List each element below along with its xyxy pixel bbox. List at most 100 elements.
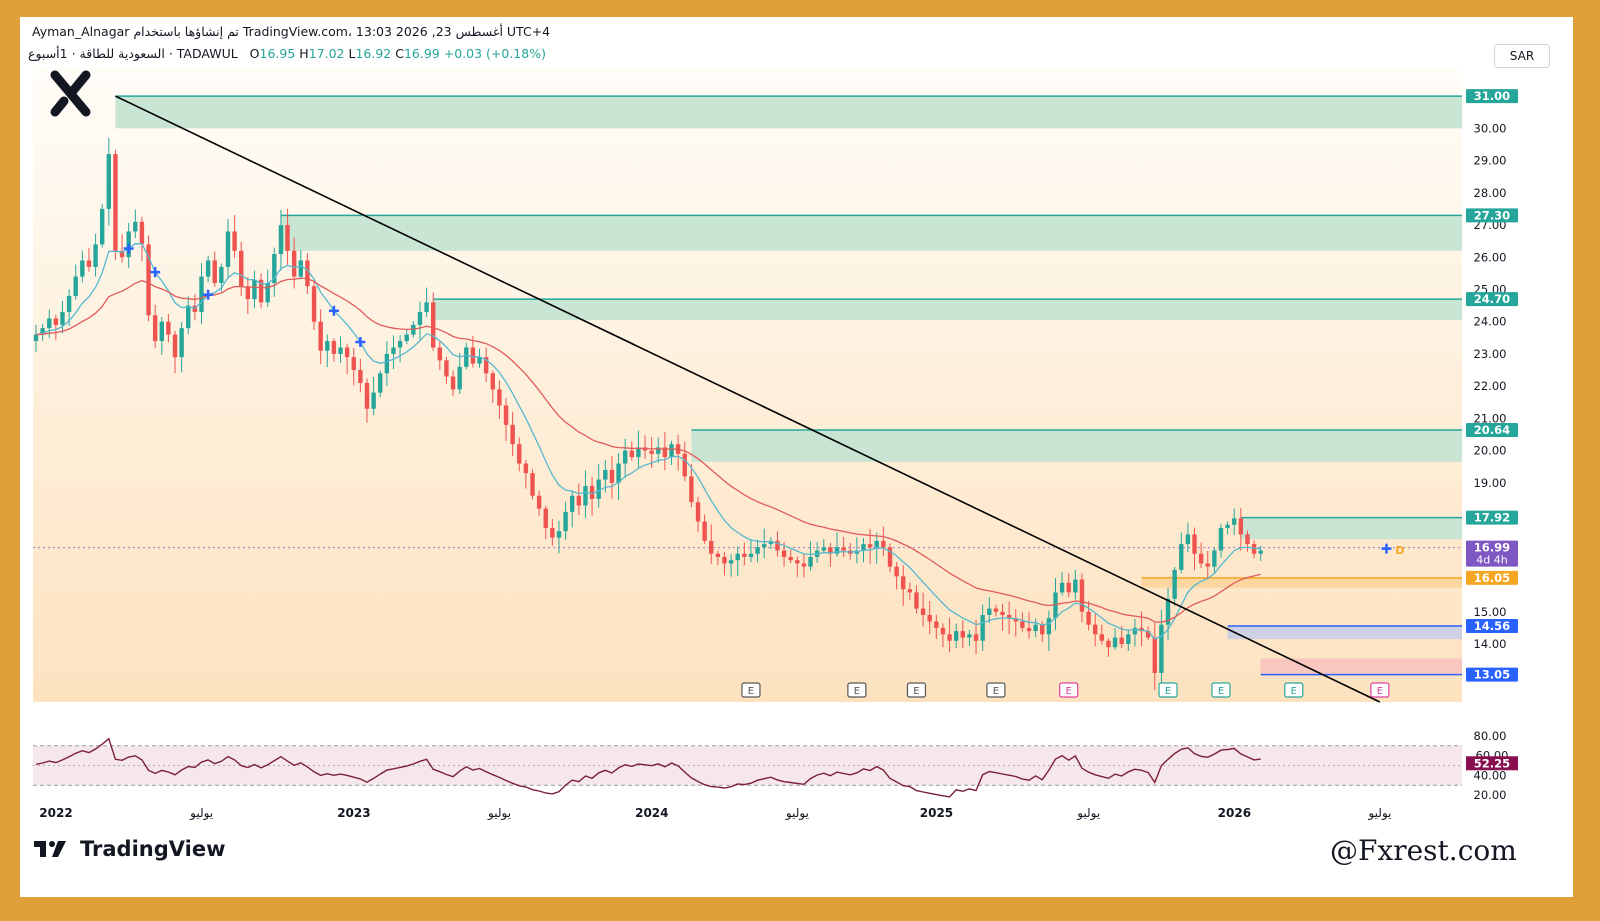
candle-body [152, 315, 158, 342]
change-value: +0.03 (+0.18%) [443, 46, 546, 61]
candle-body [927, 614, 932, 622]
price-label: 13.05 [1474, 668, 1510, 682]
earnings-marker-label: E [1218, 686, 1224, 697]
candle-body [450, 376, 456, 390]
candle-body [483, 357, 489, 374]
candle-body [245, 286, 251, 300]
candle-body [318, 321, 323, 351]
price-axis-tick: 26.00 [1474, 250, 1507, 264]
candle-body [841, 547, 846, 551]
candle-body [338, 347, 343, 354]
ohlc-values: O16.95 H17.02 L16.92 C16.99 +0.03 (+0.18… [249, 46, 546, 61]
price-label-box [1466, 540, 1518, 567]
candle-body [828, 547, 833, 554]
price-axis-tick: 24.00 [1474, 315, 1507, 329]
candle-body [722, 556, 727, 564]
candle-body [199, 276, 204, 313]
price-label: 27.30 [1474, 208, 1510, 222]
currency-button[interactable]: SAR [1494, 44, 1550, 68]
candle-body [960, 631, 965, 638]
candle-body [371, 392, 376, 409]
candle-body [1046, 618, 1052, 635]
candle-body [748, 553, 754, 557]
candle-body [1000, 611, 1005, 615]
candle-body [669, 444, 674, 458]
earnings-marker-label: E [1291, 686, 1297, 697]
candle-body [1232, 518, 1237, 525]
candle-body [119, 250, 125, 258]
buy-signal-icon [328, 305, 339, 316]
candle-body [834, 547, 840, 554]
candle-body [967, 634, 972, 638]
candle-body [33, 334, 39, 342]
candle-body [894, 566, 899, 577]
price-label-box [1466, 89, 1518, 104]
candle-body [987, 608, 992, 615]
candle-body [649, 450, 654, 454]
orange-zone [1141, 577, 1462, 588]
candle-body [636, 447, 641, 458]
candle-body [1099, 634, 1105, 641]
candle-body [285, 225, 290, 251]
candle-body [980, 614, 985, 641]
candle-body [682, 453, 687, 477]
symbol-name[interactable]: السعودية للطاقة · 1أسبوع · TADAWUL [28, 46, 238, 61]
candle-body [596, 479, 601, 499]
price-axis-tick: 30.00 [1474, 121, 1507, 135]
candle-body [139, 221, 145, 245]
candle-body [543, 508, 548, 528]
price-label-box [1466, 618, 1518, 633]
candle-body [146, 244, 151, 316]
candle-body [1185, 534, 1191, 545]
candle-body [106, 154, 112, 209]
price-axis-tick: 19.00 [1474, 476, 1507, 490]
symbol-ohlc-line: السعودية للطاقة · 1أسبوع · TADAWUL O16.9… [28, 46, 546, 61]
candle-body [1066, 582, 1071, 593]
ema-slow-line [35, 277, 1261, 623]
rsi-axis-tick: 40.00 [1474, 768, 1507, 782]
time-axis-label: يوليو [1076, 806, 1100, 821]
earnings-marker-label: E [993, 686, 999, 697]
candle-body [1020, 621, 1025, 628]
high-value: 17.02 [308, 46, 345, 61]
earnings-marker-label: E [854, 686, 860, 697]
earnings-icon [986, 682, 1006, 698]
close-value: 16.99 [403, 46, 440, 61]
candle-body [728, 560, 734, 564]
candle-body [1073, 579, 1078, 593]
candle-body [1093, 624, 1098, 635]
candle-body [755, 547, 760, 554]
candle-body [417, 312, 423, 325]
candle-body [576, 495, 582, 506]
candle-body [66, 295, 72, 313]
candle-body [80, 260, 85, 277]
candle-body [973, 634, 979, 641]
candle-body [470, 347, 476, 364]
tradingview-brand[interactable]: TradingView [34, 837, 225, 861]
candle-body [934, 621, 939, 628]
candle-body [331, 341, 337, 354]
candle-body [609, 469, 615, 483]
tradingview-logo-icon [34, 841, 66, 857]
candle-body [530, 473, 535, 496]
price-axis-tick: 29.00 [1474, 154, 1507, 168]
candle-body [953, 631, 959, 641]
candle-body [100, 208, 105, 245]
candle-body [457, 366, 462, 390]
candle-body [477, 357, 482, 364]
candle-body [1132, 627, 1138, 635]
brand-name: TradingView [80, 837, 226, 861]
price-axis-tick: 15.00 [1474, 605, 1507, 619]
ema-fast-line [35, 243, 1261, 640]
candle-body [437, 347, 443, 361]
buy-signal-icon [123, 243, 134, 254]
candle-body [517, 444, 522, 464]
candle-body [298, 260, 303, 277]
candle-body [993, 608, 999, 612]
price-label: 16.05 [1474, 571, 1510, 585]
candle-body [808, 556, 813, 567]
price-pane-background [33, 68, 1462, 702]
candle-body [510, 424, 515, 445]
x-logo-icon [50, 70, 91, 117]
